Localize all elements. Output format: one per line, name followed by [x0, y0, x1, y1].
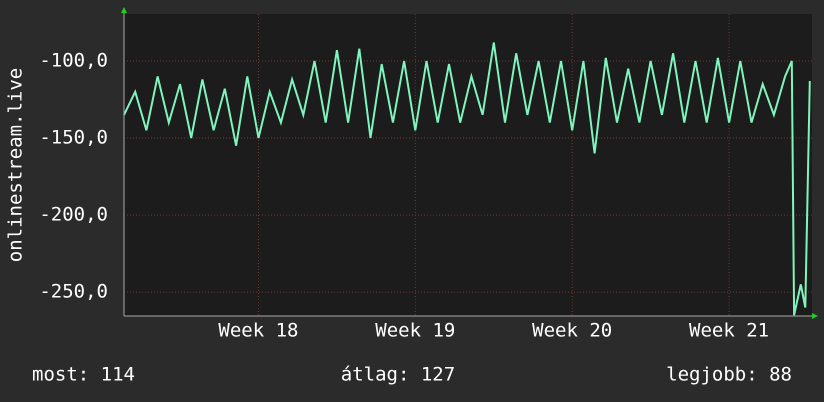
x-tick-label: Week 20 — [532, 320, 612, 342]
data-line — [123, 42, 811, 316]
plot-area — [124, 14, 812, 316]
y-tick-label: -200,0 — [39, 204, 108, 226]
y-arrow — [121, 7, 127, 13]
marks — [123, 42, 811, 316]
y-tick-label: -100,0 — [39, 49, 108, 71]
y-axis-label: onlinestream.live — [5, 68, 27, 262]
x-tick-label: Week 21 — [689, 320, 769, 342]
y-tick-label: -150,0 — [39, 127, 108, 149]
grid — [124, 14, 812, 316]
footer-best: legjobb: 88 — [666, 364, 792, 386]
footer-average: átlag: 127 — [341, 364, 455, 386]
x-arrow — [812, 313, 818, 319]
x-tick-label: Week 18 — [218, 320, 298, 342]
x-tick-label: Week 19 — [375, 320, 455, 342]
y-tick-label: -250,0 — [39, 281, 108, 303]
footer-current: most: 114 — [32, 364, 135, 386]
